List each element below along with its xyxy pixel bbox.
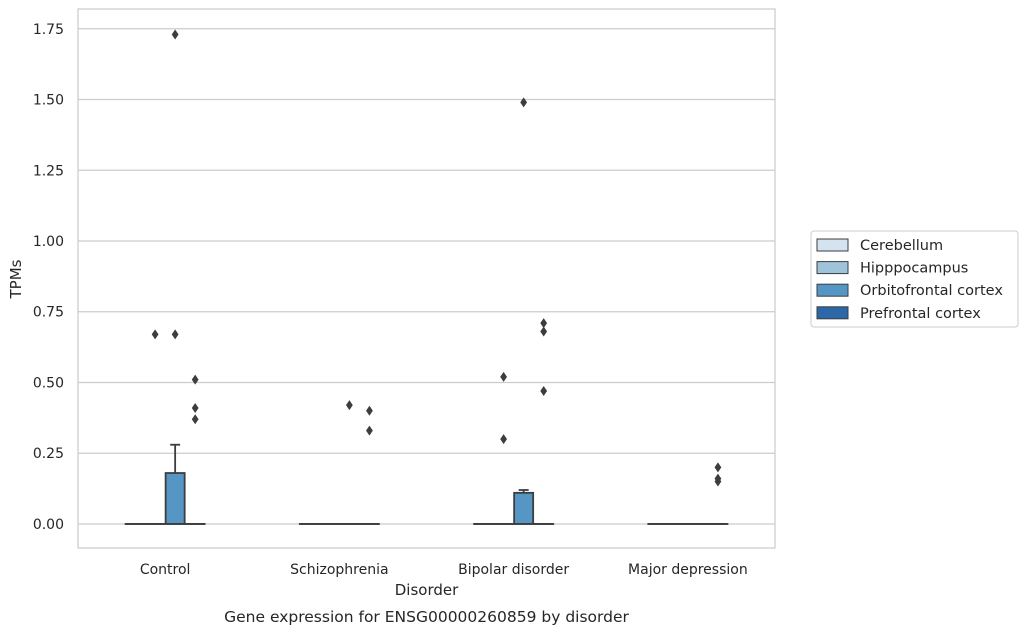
legend-swatch [816,283,849,297]
chart-title: Gene expression for ENSG00000260859 by d… [224,608,629,626]
legend-label: Orbitofrontal cortex [860,283,1003,299]
x-tick-label: Bipolar disorder [458,562,569,578]
outlier-point [500,434,508,445]
outlier-point [520,97,528,108]
y-tick-label: 1.75 [33,22,64,38]
x-tick-label: Control [140,562,191,578]
outlier-point [500,371,508,382]
outlier-point [191,374,199,385]
y-tick-labels: 0.00 0.25 0.50 0.75 1.00 1.25 1.50 1.75 [33,22,64,533]
outlier-point [171,329,179,340]
legend-label: Cerebellum [860,238,943,254]
y-tick-label: 0.00 [33,517,64,533]
legend-swatch [816,238,849,252]
y-tick-label: 0.25 [33,446,64,462]
legend-frame [810,230,1019,328]
y-axis-label: TPMs [7,259,25,299]
box [164,472,186,525]
outlier-point [191,414,199,425]
legend-label: Hipppocampus [860,261,968,277]
box-group [513,489,535,525]
plot-frame [77,8,776,549]
x-tick-label: Major depression [628,562,748,578]
outlier-point [366,425,373,436]
box-group [164,443,186,525]
outlier-point [714,462,722,473]
legend: Cerebellum Hipppocampus Orbitofrontal cort… [810,230,1019,328]
x-tick-label: Schizophrenia [290,562,388,578]
outlier-point [540,385,548,396]
boxes [124,443,729,525]
outlier-point [540,326,548,337]
legend-label: Prefrontal cortex [860,306,981,322]
y-tick-label: 0.50 [33,375,64,391]
outlier-point [714,476,722,487]
y-tick-label: 1.50 [33,93,64,109]
outliers [151,29,722,487]
outlier-point [540,318,548,329]
x-tick-labels: Control Schizophrenia Bipolar disorder Majo… [140,562,748,578]
outlier-point [366,405,373,416]
outlier-point [345,400,353,411]
box [513,491,535,525]
outlier-point [191,402,199,413]
legend-swatch [816,306,849,320]
y-tick-label: 0.75 [33,305,64,321]
y-tick-label: 1.00 [33,234,64,250]
legend-swatch [816,261,849,275]
plot-background [78,9,775,548]
y-tick-label: 1.25 [33,163,64,179]
outlier-point [151,329,159,340]
outlier-point [171,29,179,40]
x-axis-label: Disorder [395,581,459,599]
